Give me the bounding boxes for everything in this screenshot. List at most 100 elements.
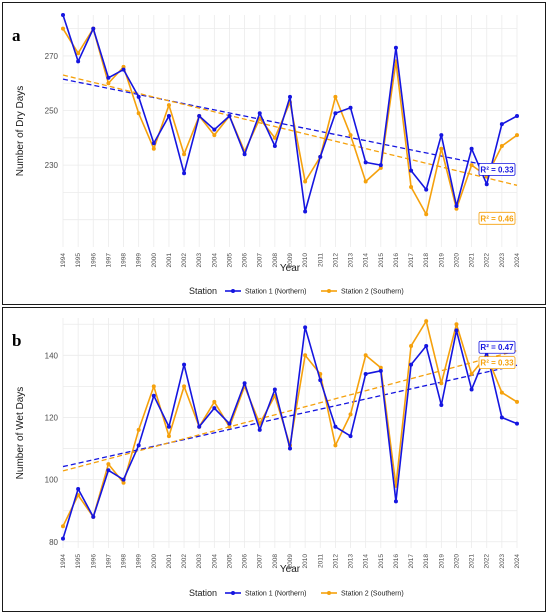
- legend-entry: Station 1 (Northern): [245, 591, 306, 598]
- r2-label-box: [478, 162, 516, 176]
- data-point-station2: [76, 51, 81, 56]
- data-point-station1: [106, 468, 111, 473]
- legend-title: Station: [189, 588, 217, 598]
- r2-label: R² = 0.46: [480, 214, 514, 223]
- data-point-station1: [424, 187, 429, 192]
- x-tick-label: 2010: [302, 253, 309, 268]
- y-tick-label: 100: [45, 476, 59, 485]
- data-point-station2: [424, 319, 429, 324]
- y-tick-label: 140: [45, 351, 59, 360]
- data-point-station2: [363, 179, 368, 184]
- data-point-station2: [272, 135, 277, 140]
- data-point-station1: [182, 171, 187, 176]
- x-tick-label: 2020: [453, 253, 460, 268]
- data-point-station2: [469, 371, 474, 376]
- y-axis-title: Number of Dry Days: [15, 86, 26, 177]
- dry-days-chart: a 230 250 270 1994 1995 1996 1997 1998 1999 2000 20…: [12, 13, 521, 296]
- data-point-station1: [363, 371, 368, 376]
- data-point-station2: [515, 399, 519, 404]
- data-point-station1: [515, 421, 519, 426]
- data-point-station1: [151, 141, 156, 146]
- data-point-station1: [303, 325, 308, 330]
- data-point-station1: [121, 67, 126, 72]
- data-point-station1: [499, 415, 504, 420]
- data-point-station2: [454, 322, 459, 327]
- x-tick-label: 1994: [60, 253, 67, 268]
- x-tick-label: 1999: [136, 253, 143, 268]
- data-point-station1: [166, 424, 171, 429]
- x-tick-label: 2016: [393, 554, 400, 569]
- data-point-station2: [151, 384, 156, 389]
- data-point-station1: [333, 111, 338, 116]
- x-tick-label: 2017: [408, 253, 415, 268]
- legend-swatch-point: [327, 289, 331, 293]
- panel-label: b: [12, 331, 21, 350]
- data-point-station2: [499, 390, 504, 395]
- legend-entry: Station 2 (Southern): [341, 591, 404, 598]
- x-tick-label: 2005: [226, 253, 233, 268]
- x-tick-label: 2003: [196, 554, 203, 569]
- x-tick-label: 2018: [423, 554, 430, 569]
- r2-label: R² = 0.47: [480, 343, 514, 352]
- x-tick-label: 1995: [75, 554, 82, 569]
- data-point-station2: [439, 381, 444, 386]
- data-point-station1: [424, 343, 429, 348]
- x-tick-label: 2017: [408, 554, 415, 569]
- data-point-station1: [393, 45, 398, 50]
- x-tick-label: 2019: [438, 554, 445, 569]
- x-tick-label: 2002: [181, 554, 188, 569]
- y-tick-label: 80: [49, 538, 58, 547]
- data-point-station2: [333, 443, 338, 448]
- x-tick-label: 2022: [484, 253, 491, 268]
- x-tick-label: 1999: [136, 554, 143, 569]
- x-tick-label: 2009: [287, 253, 294, 268]
- x-tick-label: 2021: [469, 253, 476, 268]
- x-tick-label: 2011: [317, 253, 324, 267]
- data-point-station2: [182, 384, 187, 389]
- x-tick-label: 2023: [499, 554, 506, 569]
- data-point-station2: [212, 133, 217, 138]
- data-point-station1: [378, 368, 383, 373]
- data-point-station2: [515, 133, 519, 138]
- x-tick-label: 1996: [90, 554, 97, 569]
- data-point-station2: [121, 480, 126, 485]
- data-point-station2: [303, 179, 308, 184]
- y-tick-label: 250: [45, 107, 59, 116]
- r2-label-box: [478, 211, 516, 225]
- data-point-station1: [469, 146, 474, 151]
- x-tick-label: 2007: [257, 554, 264, 569]
- x-tick-label: 2009: [287, 554, 294, 569]
- x-tick-label: 2008: [272, 554, 279, 569]
- data-point-station1: [136, 443, 141, 448]
- r2-label-box: [478, 340, 516, 354]
- x-tick-label: 2012: [332, 253, 339, 268]
- data-point-station2: [378, 365, 383, 370]
- x-tick-label: 2000: [151, 253, 158, 268]
- data-point-station1: [272, 387, 277, 392]
- data-point-station2: [409, 343, 414, 348]
- data-point-station2: [348, 133, 353, 138]
- data-point-station1: [61, 536, 65, 541]
- x-tick-label: 1995: [75, 253, 82, 268]
- data-point-station2: [212, 399, 217, 404]
- legend-swatch-point: [231, 289, 235, 293]
- x-tick-label: 2005: [226, 554, 233, 569]
- data-point-station1: [318, 154, 323, 159]
- data-point-station1: [409, 362, 414, 367]
- x-tick-label: 1997: [105, 554, 112, 569]
- panel-label: a: [12, 26, 21, 45]
- x-tick-label: 2019: [438, 253, 445, 268]
- trend-line-station2: [62, 74, 518, 186]
- x-tick-label: 2015: [378, 253, 385, 268]
- data-point-station1: [212, 406, 217, 411]
- x-tick-label: 2010: [302, 554, 309, 569]
- data-point-station1: [409, 168, 414, 173]
- data-point-station1: [288, 94, 292, 99]
- x-tick-label: 2000: [151, 554, 158, 569]
- data-point-station1: [318, 378, 323, 383]
- data-point-station1: [393, 499, 398, 504]
- legend-swatch-point: [231, 591, 235, 595]
- data-point-station1: [348, 105, 353, 110]
- data-point-station1: [303, 209, 308, 214]
